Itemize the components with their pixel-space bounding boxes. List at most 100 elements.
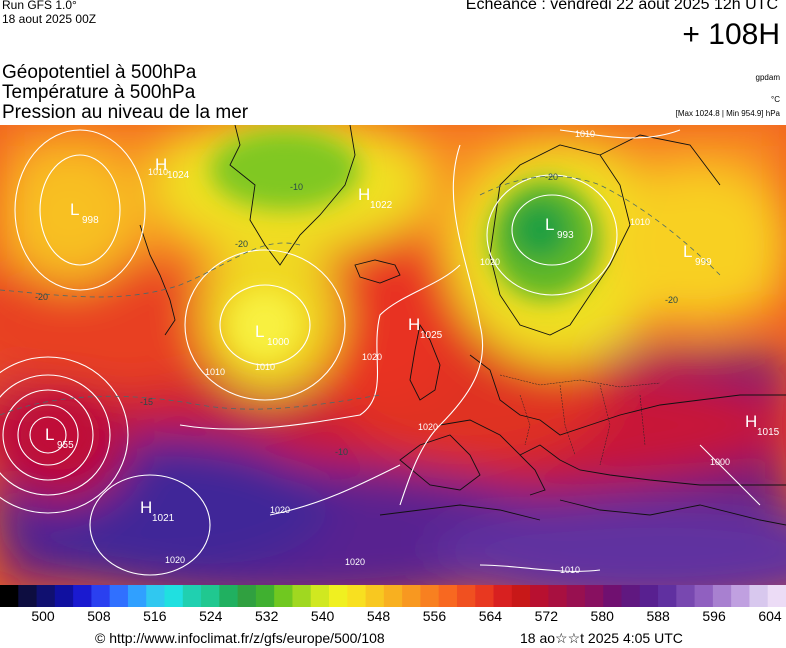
title-geopotential: Géopotentiel à 500hPa — [2, 62, 197, 83]
colorbar-tick-label: 556 — [422, 608, 447, 624]
colorbar-cell — [731, 585, 751, 607]
pressure-center-value: 1015 — [757, 427, 780, 438]
colorbar-cell — [329, 585, 348, 607]
generation-time: 18 ao☆☆t 2025 4:05 UTC — [520, 630, 683, 646]
source-link[interactable]: © http://www.infoclimat.fr/z/gfs/europe/… — [95, 630, 385, 646]
pressure-center-letter: L — [70, 200, 79, 219]
colorbar-cell — [255, 585, 275, 607]
colorbar-tick-label: 524 — [199, 608, 223, 624]
colorbar-cell — [292, 585, 312, 607]
colorbar-cell — [219, 585, 239, 607]
pressure-center-value: 993 — [557, 230, 574, 241]
colorbar-cell — [676, 585, 696, 607]
isotherm-label: -20 — [35, 292, 48, 302]
colorbar-cell — [182, 585, 202, 607]
pressure-center-value: 1024 — [167, 170, 190, 181]
colorbar-cell — [36, 585, 56, 607]
forecast-valid-time: Echéance : vendredi 22 aout 2025 12h UTC — [465, 0, 778, 13]
colorbar-cell — [566, 585, 586, 607]
colorbar-cell — [310, 585, 330, 607]
geopotential-field — [0, 125, 786, 585]
isobar-label: 1000 — [710, 457, 730, 467]
colorbar-cell — [73, 585, 92, 607]
colorbar-cell — [767, 585, 786, 607]
isobar-label: 1020 — [480, 257, 500, 267]
pressure-center-value: 998 — [82, 215, 99, 226]
colorbar-cell — [365, 585, 385, 607]
colorbar-cell — [0, 585, 19, 607]
pressure-center-value: 1021 — [152, 513, 175, 524]
unit-pressure-range: [Max 1024.8 | Min 954.9] hPa — [675, 109, 780, 118]
isobar-label: 1010 — [255, 362, 275, 372]
pressure-center-letter: H — [155, 155, 167, 174]
pressure-center-value: 1025 — [420, 330, 443, 341]
colorbar-cell — [54, 585, 74, 607]
isotherm-label: -15 — [140, 397, 153, 407]
colorbar-tick-label: 604 — [758, 608, 782, 624]
colorbar-cell — [420, 585, 440, 607]
colorbar-cell — [274, 585, 294, 607]
colorbar-cell — [383, 585, 403, 607]
pressure-center-letter: L — [545, 215, 554, 234]
colorbar-tick-label: 564 — [478, 608, 503, 624]
colorbar-cell — [511, 585, 531, 607]
pressure-center-letter: L — [683, 242, 692, 261]
colorbar-cell — [603, 585, 623, 607]
colorbar-cell — [164, 585, 184, 607]
isobar-label: 1020 — [362, 352, 382, 362]
pressure-center-letter: L — [45, 425, 54, 444]
colorbar — [0, 585, 786, 607]
colorbar-cell — [127, 585, 147, 607]
colorbar-tick-label: 540 — [310, 608, 335, 624]
isobar-label: 1010 — [575, 129, 595, 139]
colorbar-tick-label: 532 — [255, 608, 279, 624]
colorbar-cell — [712, 585, 732, 607]
isobars — [0, 129, 761, 576]
colorbar-cell — [530, 585, 549, 607]
colorbar-ticks: 500 508 516 524 532 540 548 556 564 572 580 588 596 6… — [0, 608, 786, 628]
pressure-center-letter: H — [745, 412, 757, 431]
colorbar-cell — [658, 585, 677, 607]
isotherm-label: -20 — [665, 295, 678, 305]
colorbar-cell — [548, 585, 568, 607]
forecast-hour: + 108H — [682, 18, 780, 51]
colorbar-cell — [438, 585, 458, 607]
isobar-label: 1010 — [205, 367, 225, 377]
isotherms — [0, 175, 721, 416]
colorbar-tick-label: 516 — [143, 608, 167, 624]
map-labels: H1024L998H1022L1000H1025L993L999L955H102… — [35, 129, 780, 575]
colorbar-cell — [584, 585, 604, 607]
colorbar-cell — [91, 585, 111, 607]
colorbar-cell — [201, 585, 220, 607]
isobar-label: 1020 — [418, 422, 438, 432]
isobar-label: 1010 — [560, 565, 580, 575]
coastlines — [139, 125, 786, 526]
colorbar-cell — [749, 585, 769, 607]
colorbar-tick-label: 580 — [590, 608, 614, 624]
run-model-label: Run GFS 1.0° — [2, 0, 77, 12]
isobar-label: 1020 — [165, 555, 185, 565]
colorbar-tick-label: 548 — [366, 608, 391, 624]
pressure-center-letter: L — [255, 322, 264, 341]
isobar-label: 1020 — [345, 557, 365, 567]
isobar-label: 1010 — [148, 167, 168, 177]
isobar-label: 1020 — [270, 505, 290, 515]
pressure-center-value: 955 — [57, 440, 74, 451]
title-pressure: Pression au niveau de la mer — [2, 102, 249, 123]
pressure-center-value: 1000 — [267, 337, 290, 348]
colorbar-cell — [237, 585, 257, 607]
colorbar-cell — [18, 585, 38, 607]
colorbar-cell — [621, 585, 641, 607]
colorbar-cell — [639, 585, 659, 607]
run-date-label: 18 aout 2025 00Z — [2, 12, 97, 26]
isotherm-label: -20 — [235, 239, 248, 249]
unit-geopotential: gpdam — [755, 73, 780, 82]
